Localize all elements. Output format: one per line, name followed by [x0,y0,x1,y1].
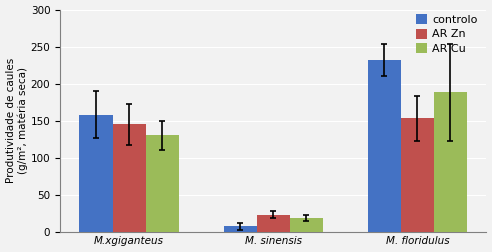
Bar [146,135,179,232]
Bar [257,214,290,232]
Bar [223,226,257,232]
Bar [368,60,401,232]
Y-axis label: Produtividade de caules
(g/m², matéria seca): Produtividade de caules (g/m², matéria s… [5,58,28,183]
Bar [434,92,467,232]
Bar [113,124,146,232]
Legend: controlo, AR Zn, AR Cu: controlo, AR Zn, AR Cu [412,11,481,57]
Bar [401,118,434,232]
Bar [79,115,113,232]
Bar [290,218,323,232]
